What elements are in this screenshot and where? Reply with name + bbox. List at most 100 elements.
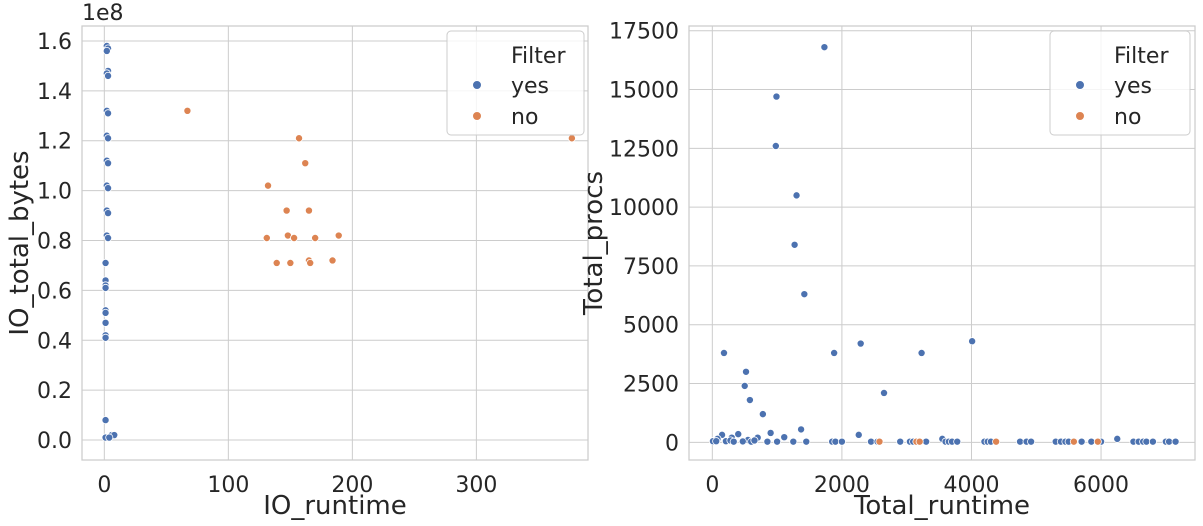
data-point-no	[304, 206, 313, 215]
legend-label-no: no	[511, 105, 538, 130]
plot-frame	[688, 25, 1196, 461]
x-tick-label: 0	[97, 473, 111, 498]
y-tick-label: 0.8	[37, 230, 72, 255]
data-point-no	[272, 258, 281, 267]
data-point-yes	[712, 437, 721, 446]
y-offset-label: 1e8	[82, 1, 124, 26]
legend-marker-no	[472, 111, 482, 121]
y-tick-label: 0.2	[37, 379, 72, 404]
y-tick-label: 17500	[609, 20, 679, 45]
data-point-yes	[101, 258, 110, 267]
data-point-no	[262, 234, 271, 243]
y-tick-label: 0.4	[37, 329, 72, 354]
y-tick-label: 7500	[623, 255, 679, 280]
y-tick-label: 1.6	[37, 30, 72, 55]
data-point-yes	[738, 437, 747, 446]
x-tick-label: 100	[207, 473, 249, 498]
y-tick-label: 0.6	[37, 279, 72, 304]
data-point-yes	[729, 437, 738, 446]
data-point-yes	[104, 109, 113, 118]
y-tick-label: 1.0	[37, 180, 72, 205]
data-point-no	[1093, 437, 1102, 446]
data-point-no	[992, 437, 1001, 446]
data-point-no	[1069, 437, 1078, 446]
data-points	[101, 41, 576, 442]
legend-marker-yes	[472, 80, 482, 90]
data-point-no	[286, 258, 295, 267]
data-point-no	[290, 234, 299, 243]
data-point-yes	[790, 240, 799, 249]
data-point-yes	[953, 437, 962, 446]
data-point-yes	[105, 433, 114, 442]
data-point-yes	[1171, 437, 1180, 446]
data-point-yes	[102, 46, 111, 55]
data-point-no	[295, 134, 304, 143]
data-point-no	[875, 437, 884, 446]
y-tick-label: 12500	[609, 137, 679, 162]
data-point-no	[567, 134, 576, 143]
x-tick-label: 2000	[814, 473, 870, 498]
y-tick-label: 10000	[609, 196, 679, 221]
data-point-yes	[1148, 437, 1157, 446]
data-point-yes	[101, 318, 110, 327]
tick-labels: 0 100 200 300 0.0 0.2 0.4 0.6 0.8 1.0 1.2 1.4 1.6	[37, 30, 497, 498]
data-point-yes	[745, 396, 754, 405]
legend-marker-no	[1075, 111, 1085, 121]
legend-box	[1049, 30, 1191, 136]
data-point-yes	[740, 381, 749, 390]
legend-label-yes: yes	[1114, 74, 1152, 99]
data-point-no	[282, 206, 291, 215]
data-point-yes	[917, 348, 926, 357]
data-point-no	[264, 181, 273, 190]
legend: Filter yes no	[446, 30, 585, 136]
data-point-yes	[1113, 434, 1122, 443]
data-point-yes	[742, 367, 751, 376]
data-point-yes	[830, 348, 839, 357]
data-point-yes	[719, 348, 728, 357]
y-tick-label: 5000	[623, 314, 679, 339]
x-tick-label: 0	[705, 473, 719, 498]
x-tick-label: 200	[331, 473, 373, 498]
plot-frame	[81, 25, 589, 461]
data-point-yes	[104, 71, 113, 80]
data-point-yes	[101, 283, 110, 292]
data-point-yes	[104, 159, 113, 168]
data-point-yes	[104, 184, 113, 193]
data-point-no	[301, 159, 310, 168]
y-tick-label: 1.4	[37, 80, 72, 105]
data-point-yes	[101, 308, 110, 317]
data-point-yes	[101, 416, 110, 425]
data-point-no	[915, 437, 924, 446]
legend-box	[446, 30, 585, 136]
data-point-no	[311, 234, 320, 243]
y-tick-label: 0	[665, 431, 679, 456]
data-point-no	[328, 256, 337, 265]
y-tick-label: 15000	[609, 79, 679, 104]
data-point-yes	[771, 141, 780, 150]
data-point-yes	[758, 410, 767, 419]
data-point-yes	[1077, 437, 1086, 446]
data-points	[708, 43, 1180, 446]
x-axis-label: IO_runtime	[263, 491, 407, 521]
data-point-yes	[104, 234, 113, 243]
data-point-yes	[800, 290, 809, 299]
legend-label-yes: yes	[511, 74, 549, 99]
data-point-no	[334, 231, 343, 240]
legend: Filter yes no	[1049, 30, 1191, 136]
data-point-yes	[802, 437, 811, 446]
x-tick-label: 4000	[943, 473, 999, 498]
data-point-yes	[104, 209, 113, 218]
data-point-yes	[797, 425, 806, 434]
data-point-yes	[773, 437, 782, 446]
data-point-yes	[101, 333, 110, 342]
data-point-yes	[896, 437, 905, 446]
data-point-yes	[856, 339, 865, 348]
x-axis-label: Total_runtime	[853, 491, 1030, 521]
y-tick-label: 1.2	[37, 130, 72, 155]
legend-marker-yes	[1075, 80, 1085, 90]
chart-total-runtime-vs-procs: 0 2000 4000 6000 0 2500 5000 7500 10000 12500 1500…	[579, 20, 1196, 521]
legend-title: Filter	[511, 44, 566, 69]
data-point-yes	[734, 430, 743, 439]
data-point-yes	[854, 430, 863, 439]
